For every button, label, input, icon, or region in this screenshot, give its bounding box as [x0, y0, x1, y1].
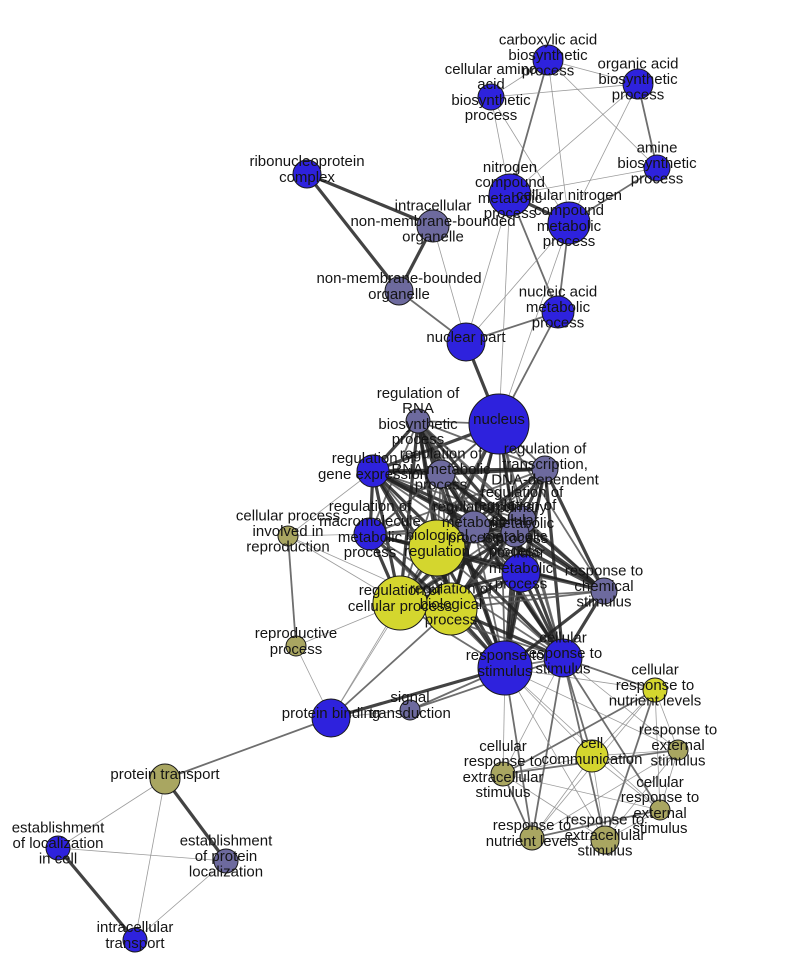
svg-text:protein transport: protein transport	[110, 766, 220, 783]
svg-text:protein binding: protein binding	[282, 705, 380, 722]
svg-text:nuclear part: nuclear part	[426, 329, 506, 346]
svg-text:nucleus: nucleus	[473, 411, 525, 428]
